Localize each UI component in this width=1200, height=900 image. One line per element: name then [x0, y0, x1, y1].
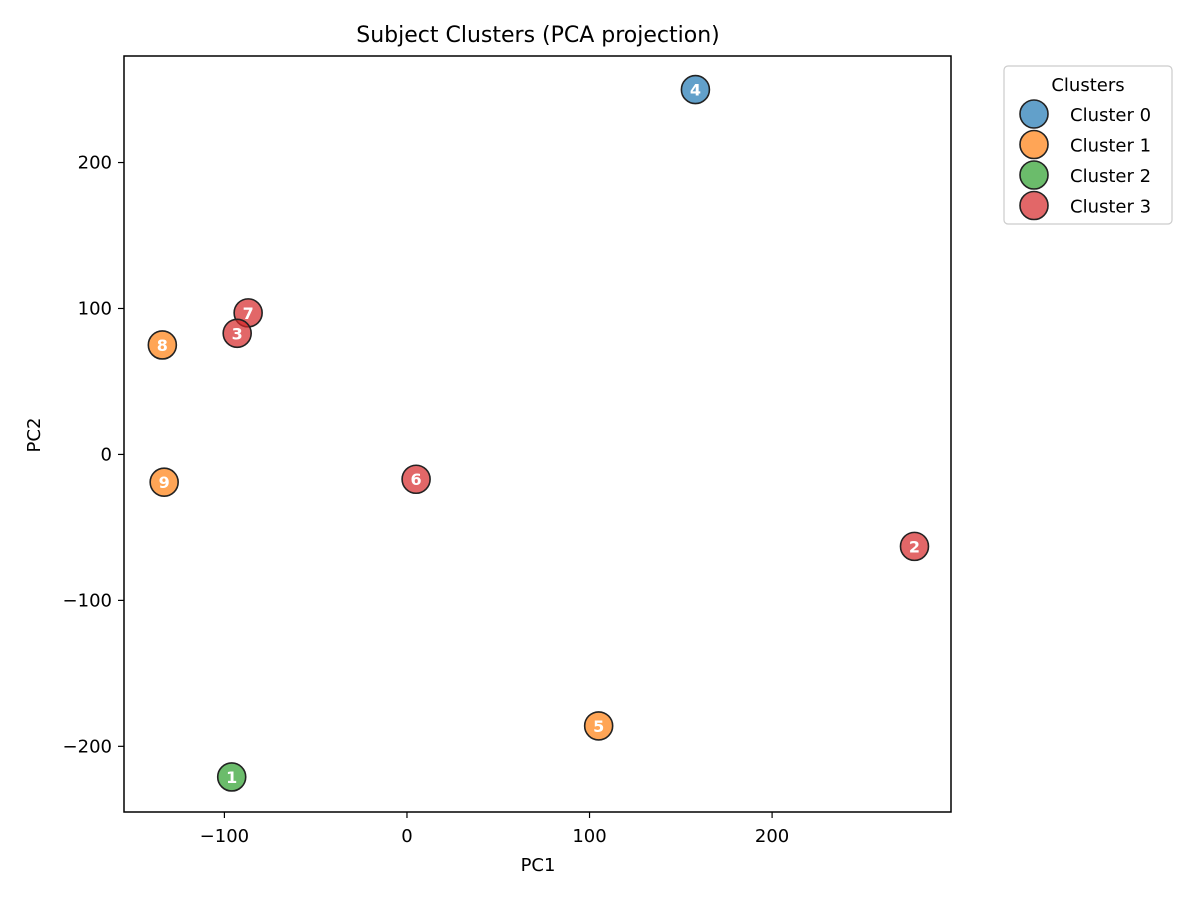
- point-marker: [222, 318, 252, 349]
- data-point: 9: [149, 467, 179, 497]
- y-tick-label: 0: [101, 444, 112, 465]
- point-marker: [147, 330, 178, 360]
- y-tick-label: 100: [78, 298, 112, 319]
- legend-label: Cluster 0: [1070, 105, 1151, 126]
- point-marker: [149, 467, 179, 497]
- legend-marker: [1019, 190, 1049, 221]
- data-point: 8: [147, 330, 178, 360]
- x-axis: −100 0 100 200: [200, 812, 789, 847]
- legend-marker: [1019, 99, 1049, 129]
- point-marker: [899, 531, 930, 562]
- point-label: 3: [232, 324, 243, 343]
- legend-title: Clusters: [1051, 75, 1124, 96]
- point-label: 6: [411, 470, 422, 489]
- y-tick-label: 200: [78, 153, 112, 174]
- legend: Clusters Cluster 0 Cluster 1 Cluster 2 Clus…: [1003, 65, 1173, 225]
- point-label: 1: [226, 768, 237, 787]
- x-tick-label: 200: [755, 826, 789, 847]
- y-tick-label: −100: [63, 590, 112, 611]
- legend-label: Cluster 2: [1070, 166, 1151, 187]
- point-label: 9: [159, 473, 170, 492]
- y-axis: −200 −100 0 100 200: [63, 153, 124, 757]
- legend-label: Cluster 1: [1070, 136, 1151, 157]
- chart-title: Subject Clusters (PCA projection): [356, 23, 719, 48]
- legend-marker: [1019, 160, 1049, 190]
- data-point: 5: [583, 711, 614, 741]
- point-marker: [216, 762, 247, 792]
- y-tick-label: −200: [63, 736, 112, 757]
- point-label: 7: [243, 304, 254, 323]
- data-points: 4 8 9 5 1 73 6 2: [147, 74, 930, 792]
- x-tick-label: 100: [572, 826, 606, 847]
- point-label: 8: [157, 336, 168, 355]
- data-point: 4: [680, 74, 711, 105]
- x-tick-label: 0: [401, 826, 412, 847]
- x-tick-label: −100: [200, 826, 249, 847]
- point-marker: [401, 464, 431, 495]
- data-point: 1: [216, 762, 247, 792]
- x-axis-label: PC1: [521, 855, 556, 876]
- point-marker: [583, 711, 614, 741]
- data-point: 6: [401, 464, 431, 495]
- legend-marker: [1019, 129, 1049, 160]
- data-point: 2: [899, 531, 930, 562]
- point-label: 5: [593, 717, 604, 736]
- y-axis-label: PC2: [24, 418, 45, 453]
- axes-frame: [123, 55, 952, 813]
- data-point: 3: [222, 318, 252, 349]
- plot-area: −100 0 100 200 −200 −100 0 100 200 4 8 9 5 1 73 6 2: [63, 55, 952, 847]
- point-marker: [680, 74, 711, 105]
- point-label: 4: [690, 81, 701, 100]
- legend-label: Cluster 3: [1070, 197, 1151, 218]
- point-label: 2: [909, 537, 920, 556]
